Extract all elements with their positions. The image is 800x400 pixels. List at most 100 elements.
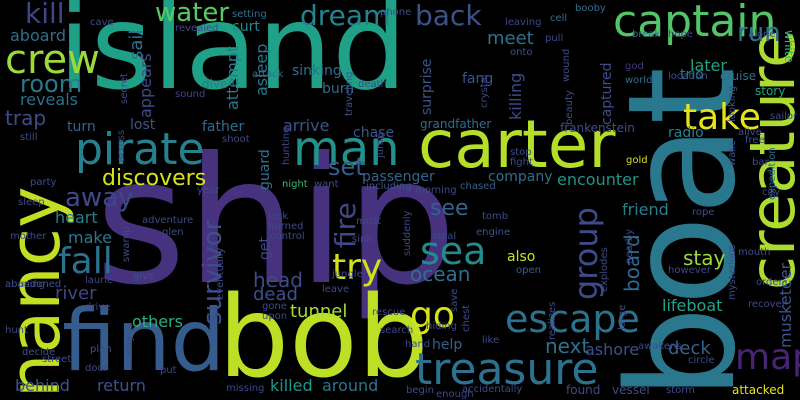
word-escape: escape (505, 297, 640, 341)
word-grandfather: grandfather (420, 117, 492, 131)
word-wake: wake (727, 140, 738, 166)
word-explodes: explodes (599, 247, 610, 292)
word-hunting: hunting (281, 126, 292, 165)
word-secret: secret (119, 73, 130, 104)
word-shoot: shoot (222, 134, 250, 145)
word-appears: appears (136, 53, 155, 118)
word-drive: drive (85, 302, 111, 313)
word-put: put (160, 365, 177, 376)
word-next: next (545, 334, 590, 358)
word-gone: gone (262, 301, 287, 312)
word-behind: behind (15, 376, 70, 395)
word-expedition: expedition (767, 147, 778, 200)
word-awakens: awakens (638, 341, 682, 352)
word-friend: friend (622, 200, 669, 219)
word-room: room (20, 70, 83, 98)
word-open: open (516, 265, 541, 276)
word-passenger: passenger (362, 169, 435, 185)
word-onto: onto (510, 47, 533, 58)
word-however: however (668, 265, 711, 276)
word-chase: chase (353, 125, 395, 141)
word-save: save (449, 288, 460, 312)
word-still: still (20, 132, 38, 143)
word-surprise: surprise (419, 58, 435, 115)
word-nearby: nearby (624, 229, 635, 264)
word-jump: jump (375, 132, 386, 158)
word-killed: killed (270, 376, 313, 395)
word-door: door (85, 363, 108, 374)
word-sleep: sleep (18, 197, 45, 208)
word-cruise: cruise (720, 69, 757, 83)
word-party: party (30, 177, 57, 188)
word-engine: engine (476, 227, 511, 238)
word-father: father (202, 119, 245, 135)
word-curt: curt (232, 19, 260, 35)
word-morning: morning (415, 185, 457, 196)
word-man: man (293, 121, 400, 177)
word-burn: burn (322, 81, 355, 97)
word-setting: setting (232, 9, 267, 20)
word-radio: radio (668, 125, 704, 141)
word-revealed: revealed (175, 23, 219, 34)
word-others: others (132, 312, 183, 331)
word-chased: chased (460, 181, 496, 192)
word-away: away (65, 183, 134, 213)
word-lock: lock (268, 211, 289, 222)
word-dead: dead (253, 284, 298, 305)
word-sound: sound (175, 89, 206, 100)
word-adventure: adventure (142, 215, 194, 226)
word-decide: decide (22, 347, 56, 358)
word-stop: stop (510, 147, 532, 158)
word-like: like (482, 335, 500, 346)
word-encounter: encounter (557, 170, 639, 189)
word-break: break (632, 29, 661, 40)
word-burned: burned (268, 221, 304, 232)
word-help: help (432, 337, 463, 353)
word-deck: deck (668, 338, 711, 359)
word-fight: fight (510, 157, 533, 168)
word-kill: kill (25, 0, 65, 30)
word-white: white (782, 30, 796, 63)
word-fang: fang (462, 71, 494, 87)
word-dream: dream (300, 0, 391, 32)
word-take: take (683, 97, 761, 138)
word-give: give (133, 271, 155, 282)
word-must: must (356, 216, 382, 227)
word-sea: sea (420, 229, 487, 273)
word-head: head (253, 268, 303, 292)
word-way: way (124, 335, 135, 356)
word-go: go (410, 295, 455, 336)
word-discovers: discovers (102, 166, 207, 191)
word-sink: sink (352, 234, 373, 245)
word-river: river (55, 283, 97, 304)
word-looking: looking (727, 85, 738, 122)
word-sinking: sinking (292, 63, 342, 79)
word-around: around (322, 376, 379, 395)
word-bob: bob (218, 273, 429, 400)
word-later: later (690, 56, 727, 75)
word-see: see (430, 196, 469, 221)
word-chest: chest (461, 304, 472, 332)
word-glen: glen (162, 227, 184, 238)
word-map: map (735, 337, 800, 378)
word-lost: lost (130, 117, 156, 133)
word-recover: recover (748, 299, 786, 310)
word-vessel: vessel (612, 383, 650, 397)
word-found: found (566, 383, 601, 397)
word-street: street (42, 354, 72, 365)
word-dive: dive (202, 77, 228, 91)
word-captain: captain (613, 0, 777, 47)
word-story: story (755, 84, 786, 98)
word-circle: circle (688, 355, 715, 366)
word-across: across (116, 129, 127, 162)
word-order: order (756, 277, 783, 288)
word-cave: cave (90, 17, 114, 28)
word-crystal: crystal (479, 74, 490, 108)
word-crew: crew (5, 37, 100, 83)
word-hope: hope (668, 29, 693, 40)
word-accidentally: accidentally (462, 384, 523, 395)
word-large: large (617, 304, 628, 330)
word-lifeboat: lifeboat (662, 296, 723, 315)
word-realizes: realizes (547, 301, 558, 340)
